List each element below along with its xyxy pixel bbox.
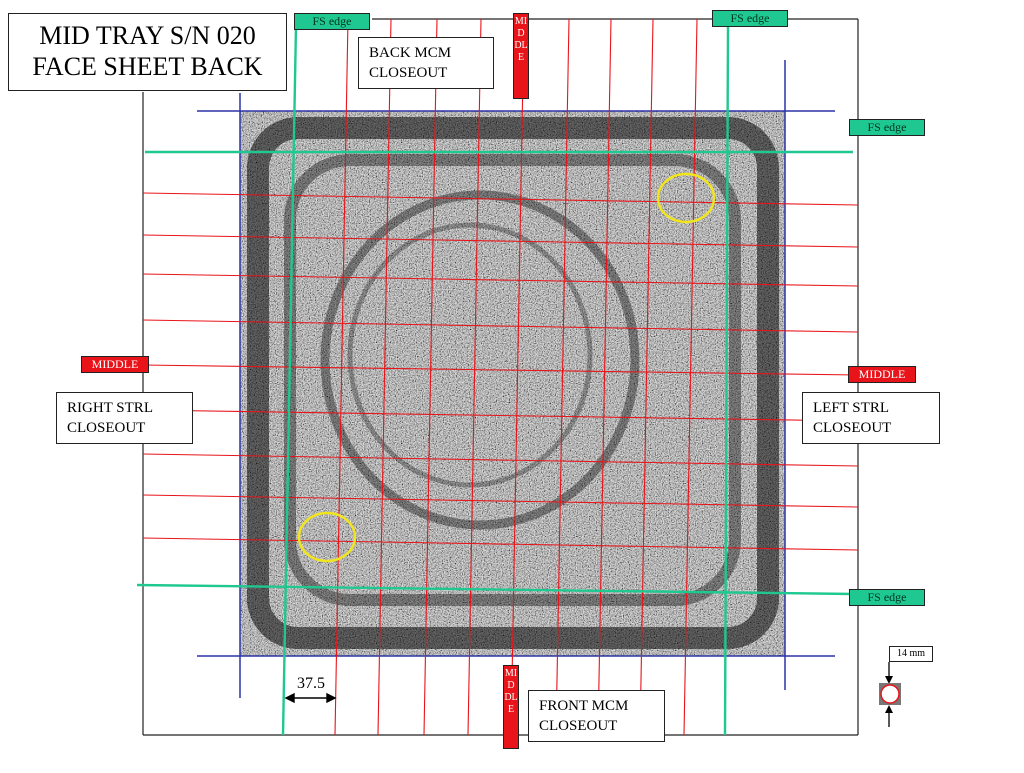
anomaly-markers [297,172,716,563]
anomaly-circle-upper-right [656,172,716,224]
fs-edge-tag-top-right: FS edge [712,10,788,27]
front-mcm-closeout-label: FRONT MCM CLOSEOUT [528,690,665,742]
middle-tag-right: MIDDLE [848,366,916,383]
speckle-panel [240,111,785,656]
fs-edge-tag-right-lower: FS edge [849,589,925,606]
middle-tag-top: MIDDLE [513,13,529,99]
left-strl-closeout-label: LEFT STRL CLOSEOUT [802,392,940,444]
fs-edge-lines [136,25,854,736]
middle-tag-bottom: MIDDLE [503,665,519,749]
anomaly-circle-lower-left [297,511,357,563]
right-strl-closeout-label: RIGHT STRL CLOSEOUT [56,392,193,444]
title-line-2: FACE SHEET BACK [32,52,263,81]
scale-label: 14 mm [889,646,933,662]
back-mcm-closeout-label: BACK MCM CLOSEOUT [358,37,494,89]
dimension-value: 37.5 [297,675,325,692]
grid-lines [142,18,859,736]
fs-edge-tag-right-upper: FS edge [849,119,925,136]
fs-edge-tag-top-left: FS edge [294,13,370,30]
title-line-1: MID TRAY S/N 020 [39,21,256,50]
scale-marker [879,662,901,727]
diagram-title: MID TRAY S/N 020 FACE SHEET BACK [8,13,287,91]
dimension-arrow [284,692,337,704]
middle-tag-left: MIDDLE [81,356,149,373]
